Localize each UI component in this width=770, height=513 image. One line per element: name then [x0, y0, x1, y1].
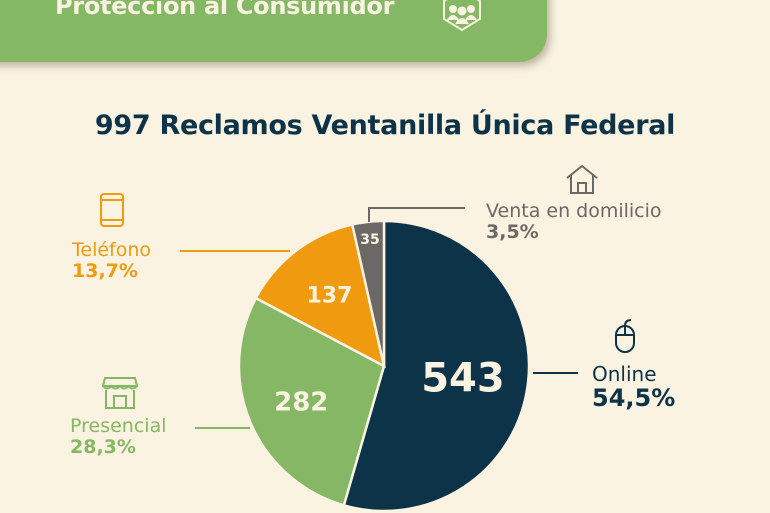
label-presencial-percent: 28,3%	[70, 436, 136, 458]
chart-title: 997 Reclamos Ventanilla Única Federal	[94, 110, 676, 141]
data-label: 543	[421, 356, 505, 402]
house-icon	[566, 164, 598, 194]
phone-icon	[100, 193, 124, 227]
data-label: 35	[360, 232, 379, 248]
label-venta: Venta en domilicio 3,5%	[486, 201, 662, 243]
mouse-icon	[615, 319, 635, 353]
header-title: Protección al Consumidor	[55, 0, 395, 20]
header-banner: Protección al Consumidor	[0, 0, 547, 62]
label-telefono: Teléfono 13,7%	[72, 240, 151, 282]
data-label: 282	[274, 388, 328, 418]
label-presencial-name: Presencial	[70, 415, 167, 437]
data-label: 137	[306, 283, 352, 308]
storefront-icon	[101, 377, 139, 409]
label-online: Online 54,5%	[592, 362, 675, 410]
label-telefono-percent: 13,7%	[72, 260, 138, 282]
leader-venta	[368, 207, 465, 222]
label-venta-percent: 3,5%	[486, 221, 539, 243]
pie-slice-online	[342, 219, 531, 513]
label-telefono-name: Teléfono	[72, 239, 152, 261]
label-presencial: Presencial 28,3%	[70, 416, 166, 458]
label-online-percent: 54,5%	[592, 384, 676, 412]
consumer-protection-icon	[443, 0, 481, 32]
pie-slice-telefono	[254, 223, 386, 369]
label-venta-name: Venta en domilicio	[486, 200, 662, 222]
label-online-name: Online	[592, 362, 657, 386]
pie-slice-presencial	[237, 296, 386, 507]
